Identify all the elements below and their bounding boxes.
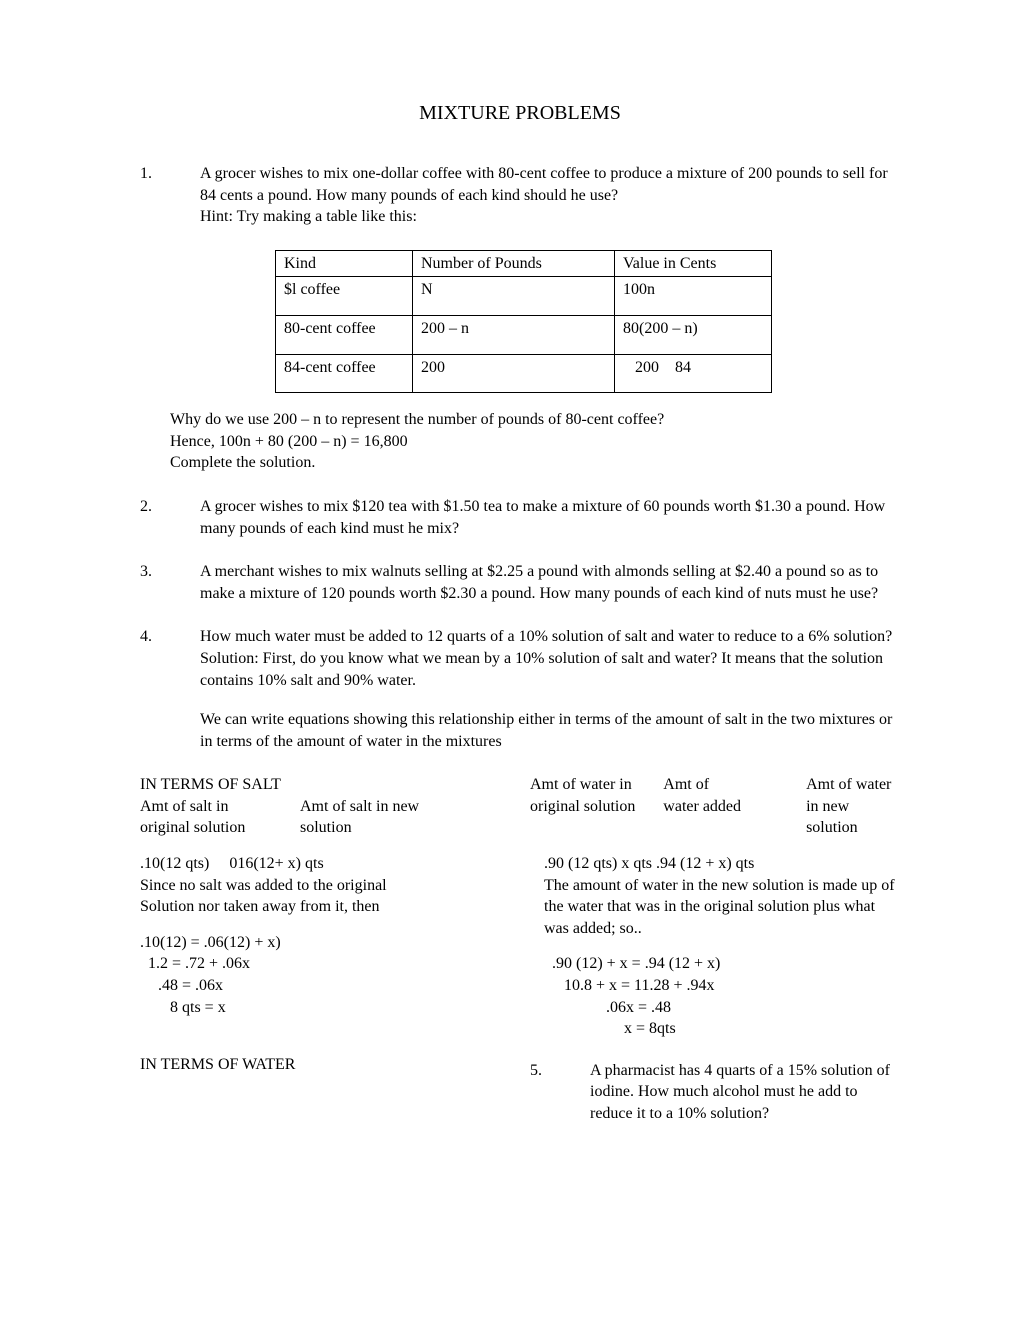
note-line: Solution nor taken away from it, then: [140, 896, 520, 918]
equation-block: .10(12) = .06(12) + x) 1.2 = .72 + .06x …: [140, 932, 520, 1018]
column-headers: Amt of water in original solution Amt of…: [530, 774, 900, 839]
problem-number: 3.: [140, 561, 200, 604]
equation-line: .10(12) = .06(12) + x): [140, 932, 520, 954]
equation-line: x = 8qts: [530, 1018, 900, 1040]
col-label: water added: [663, 796, 806, 818]
equation-line: 8 qts = x: [140, 997, 520, 1019]
salt-column: IN TERMS OF SALT Amt of salt in original…: [140, 774, 520, 1124]
equation-line: 10.8 + x = 11.28 + .94x: [530, 975, 900, 997]
problem-number: 5.: [530, 1060, 590, 1125]
equation-line: .90 (12 qts) x qts .94 (12 + x) qts: [530, 853, 900, 875]
equation-block: .90 (12) + x = .94 (12 + x) 10.8 + x = 1…: [530, 953, 900, 1039]
table-header: Value in Cents: [615, 250, 772, 277]
note-line: Complete the solution.: [170, 452, 900, 474]
problem-body: How much water must be added to 12 quart…: [200, 626, 900, 752]
table-cell: 200: [413, 354, 615, 393]
problem-number: 4.: [140, 626, 200, 752]
equation-line: .10(12 qts) 016(12+ x) qts: [140, 853, 520, 875]
page-title: MIXTURE PROBLEMS: [140, 100, 900, 127]
equation-line: .90 (12) + x = .94 (12 + x): [530, 953, 900, 975]
problem-body: A grocer wishes to mix one-dollar coffee…: [200, 163, 900, 228]
after-table-notes: Why do we use 200 – n to represent the n…: [170, 409, 900, 474]
col-label: original solution: [140, 817, 300, 839]
table-cell: N: [413, 277, 615, 316]
solution-text: We can write equations showing this rela…: [200, 709, 900, 752]
two-column-section: IN TERMS OF SALT Amt of salt in original…: [140, 774, 900, 1124]
table-cell: 200 84: [615, 354, 772, 393]
note-line: The amount of water in the new solution …: [530, 875, 900, 940]
column-headers: Amt of salt in original solution Amt of …: [140, 796, 520, 839]
problem-3: 3. A merchant wishes to mix walnuts sell…: [140, 561, 900, 604]
col-label: in new solution: [806, 796, 900, 839]
section-header: IN TERMS OF SALT: [140, 774, 520, 796]
equation-line: .06x = .48: [530, 997, 900, 1019]
problem-hint: Hint: Try making a table like this:: [200, 208, 417, 225]
equation-line: .48 = .06x: [140, 975, 520, 997]
equation-line: 1.2 = .72 + .06x: [140, 953, 520, 975]
col-label: solution: [300, 817, 419, 839]
problem-text: A grocer wishes to mix $120 tea with $1.…: [200, 496, 900, 539]
col-label: Amt of water: [806, 774, 900, 796]
col-label: original solution: [530, 796, 663, 818]
problem-number: 1.: [140, 163, 200, 228]
note-line: Why do we use 200 – n to represent the n…: [170, 409, 900, 431]
problem-2: 2. A grocer wishes to mix $120 tea with …: [140, 496, 900, 539]
section-header: IN TERMS OF WATER: [140, 1054, 520, 1076]
col-label: Amt of: [663, 774, 806, 796]
problem-1: 1. A grocer wishes to mix one-dollar cof…: [140, 163, 900, 228]
table-cell: 84-cent coffee: [276, 354, 413, 393]
problem-5: 5. A pharmacist has 4 quarts of a 15% so…: [530, 1060, 900, 1125]
problem-text: A merchant wishes to mix walnuts selling…: [200, 561, 900, 604]
problem-text: A pharmacist has 4 quarts of a 15% solut…: [590, 1060, 900, 1125]
water-column: Amt of water in original solution Amt of…: [530, 774, 900, 1124]
table-cell: 80-cent coffee: [276, 315, 413, 354]
table-header: Kind: [276, 250, 413, 277]
problem-4: 4. How much water must be added to 12 qu…: [140, 626, 900, 752]
table-cell: $l coffee: [276, 277, 413, 316]
table-header: Number of Pounds: [413, 250, 615, 277]
problem-number: 2.: [140, 496, 200, 539]
table-cell: 80(200 – n): [615, 315, 772, 354]
mixture-table: Kind Number of Pounds Value in Cents $l …: [275, 250, 772, 393]
col-label: Amt of salt in new: [300, 796, 419, 818]
table-cell: 100n: [615, 277, 772, 316]
solution-text: Solution: First, do you know what we mea…: [200, 648, 900, 691]
table-cell: 200 – n: [413, 315, 615, 354]
problem-text: A grocer wishes to mix one-dollar coffee…: [200, 165, 888, 204]
note-line: Hence, 100n + 80 (200 – n) = 16,800: [170, 431, 900, 453]
problem-text: How much water must be added to 12 quart…: [200, 626, 900, 648]
note-line: Since no salt was added to the original: [140, 875, 520, 897]
col-label: Amt of water in: [530, 774, 663, 796]
col-label: Amt of salt in: [140, 796, 300, 818]
